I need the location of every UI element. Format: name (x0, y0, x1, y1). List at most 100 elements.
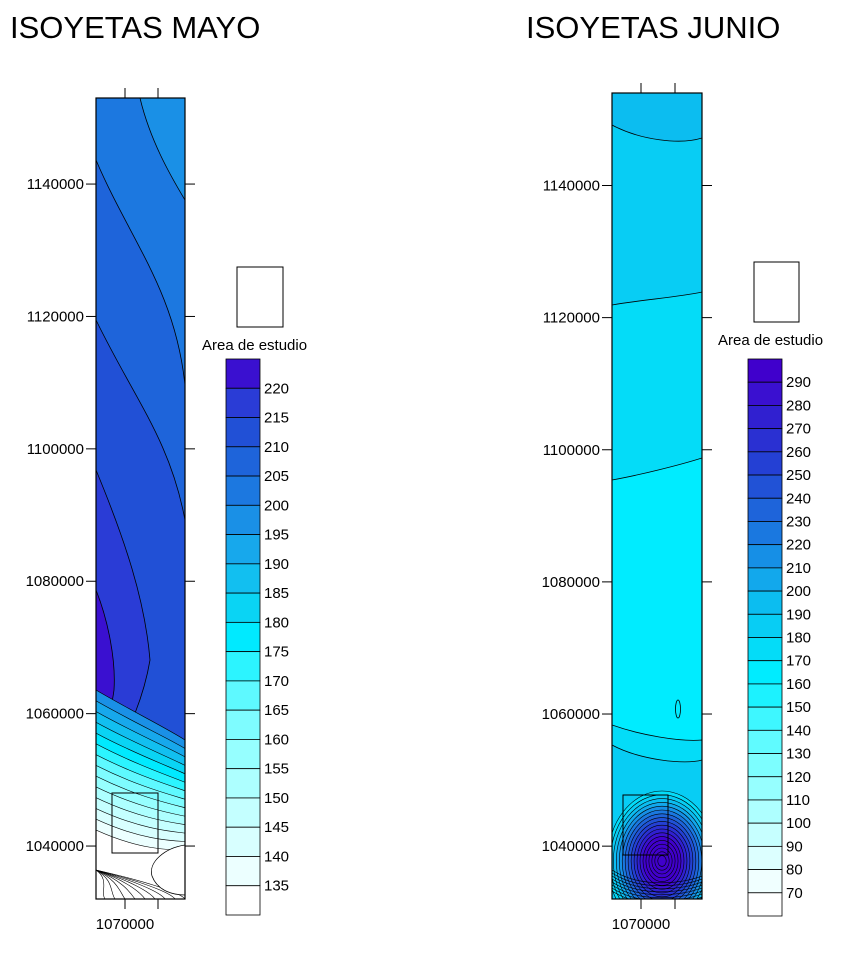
contour-line (96, 869, 166, 899)
colorbar-label: 70 (786, 885, 803, 902)
colorbar-label: 170 (786, 653, 811, 670)
legend-area-label-junio: Area de estudio (718, 332, 823, 349)
y-tick-label: 1120000 (543, 310, 600, 327)
colorbar-swatch (747, 613, 783, 638)
map-junio (612, 93, 702, 899)
legend-area-box-junio (753, 261, 800, 323)
contour-line (612, 875, 702, 890)
colorbar-swatch (225, 563, 261, 594)
colorbar-label: 195 (264, 527, 289, 544)
colorbar-swatch (747, 544, 783, 569)
legend-area-label-mayo: Area de estudio (202, 337, 307, 354)
contour-line (612, 884, 702, 899)
colorbar-label: 150 (264, 790, 289, 807)
colorbar-swatch (225, 534, 261, 565)
region-mayo-low-white (151, 844, 185, 896)
contour-line (96, 869, 106, 899)
colorbar-label: 140 (786, 722, 811, 739)
colorbar-label: 190 (264, 556, 289, 573)
colorbar-swatch (747, 497, 783, 522)
colorbar-swatch (747, 892, 783, 917)
colorbar-label: 215 (264, 410, 289, 427)
y-tick-label: 1060000 (542, 706, 600, 723)
x-tick-label: 1070000 (612, 916, 670, 933)
colorbar-swatch (225, 592, 261, 623)
colorbar-swatch (747, 845, 783, 870)
contour-line (612, 872, 702, 887)
colorbar-label: 160 (786, 676, 811, 693)
y-tick-label: 1040000 (26, 838, 84, 855)
colorbar-label: 205 (264, 468, 289, 485)
y-ticks-junio: 1040000 1060000 1080000 1100000 1120000 11400… (542, 177, 712, 855)
colorbar-swatch (225, 475, 261, 506)
contour-line (96, 869, 116, 899)
contour-line (96, 869, 146, 899)
contour-ring (657, 855, 667, 867)
colorbar-label: 210 (786, 560, 811, 577)
axis-mayo: 1070000 1040000 1060000 1080000 1100000 1120… (26, 88, 195, 933)
colorbar-label: 290 (786, 374, 811, 391)
colorbar-swatch (747, 405, 783, 430)
colorbar-swatch (747, 358, 783, 383)
colorbar-label: 185 (264, 585, 289, 602)
study-area-outline-mayo (111, 792, 159, 854)
colorbar-label: 90 (786, 838, 803, 855)
colorbar-swatch (747, 521, 783, 546)
legend-area-box-mayo (236, 266, 284, 328)
colorbar-swatch (225, 621, 261, 653)
colorbar-swatch (225, 768, 261, 799)
colorbar-label: 120 (786, 769, 811, 786)
colorbar-label: 145 (264, 819, 289, 836)
colorbar-swatch (747, 822, 783, 847)
colorbar-label: 270 (786, 421, 811, 438)
map-mayo (96, 98, 185, 899)
x-tick-label: 1070000 (96, 916, 154, 933)
colorbar-label: 210 (264, 439, 289, 456)
contour-line (96, 869, 185, 899)
colorbar-swatch (747, 776, 783, 801)
colorbar-swatch (747, 474, 783, 499)
y-tick-label: 1040000 (542, 838, 600, 855)
colorbar-swatch (225, 387, 261, 418)
colorbar-label: 140 (264, 848, 289, 865)
contour-line (612, 878, 702, 893)
colorbar-label: 130 (786, 746, 811, 763)
colorbar-label: 110 (786, 792, 810, 809)
colorbar-swatch (225, 856, 261, 887)
colorbar-junio: 290 280 270 260 250 240 230 220 210 200 190 180 170 1… (747, 358, 811, 917)
colorbar-label: 220 (786, 537, 811, 554)
y-tick-label: 1140000 (27, 176, 84, 193)
chart-junio: ISOYETAS JUNIO 1070000 1040000 1060000 108… (526, 10, 823, 933)
colorbar-swatch (225, 446, 261, 477)
colorbar-swatch (225, 709, 261, 740)
colorbar-swatch (225, 826, 261, 857)
map-frame-mayo (95, 97, 186, 900)
colorbar-label: 175 (264, 644, 289, 661)
y-tick-label: 1120000 (27, 308, 84, 325)
colorbar-label: 250 (786, 467, 811, 484)
colorbar-swatch (225, 797, 261, 828)
colorbar-swatch (747, 869, 783, 894)
colorbar-label: 180 (786, 630, 811, 647)
y-tick-label: 1140000 (543, 177, 600, 194)
study-area-outline-junio (622, 794, 669, 856)
chart-title-mayo: ISOYETAS MAYO (10, 10, 260, 45)
contour-line (96, 869, 126, 899)
colorbar-swatch (225, 358, 261, 389)
colorbar-swatch (225, 885, 261, 916)
colorbar-swatch (747, 729, 783, 754)
colorbar-label: 180 (264, 614, 289, 631)
contour-island (675, 699, 681, 719)
junio-south-contours (612, 790, 702, 899)
y-tick-label: 1060000 (26, 706, 84, 723)
contour-line (612, 887, 702, 899)
colorbar-label: 260 (786, 444, 811, 461)
colorbar-swatch (747, 683, 783, 708)
contour-line (612, 881, 702, 896)
colorbar-label: 190 (786, 606, 811, 623)
chart-title-junio: ISOYETAS JUNIO (526, 10, 780, 45)
contour-line (96, 869, 136, 899)
colorbar-label: 150 (786, 699, 811, 716)
map-frame-junio (611, 92, 703, 900)
colorbar-swatch (747, 381, 783, 406)
